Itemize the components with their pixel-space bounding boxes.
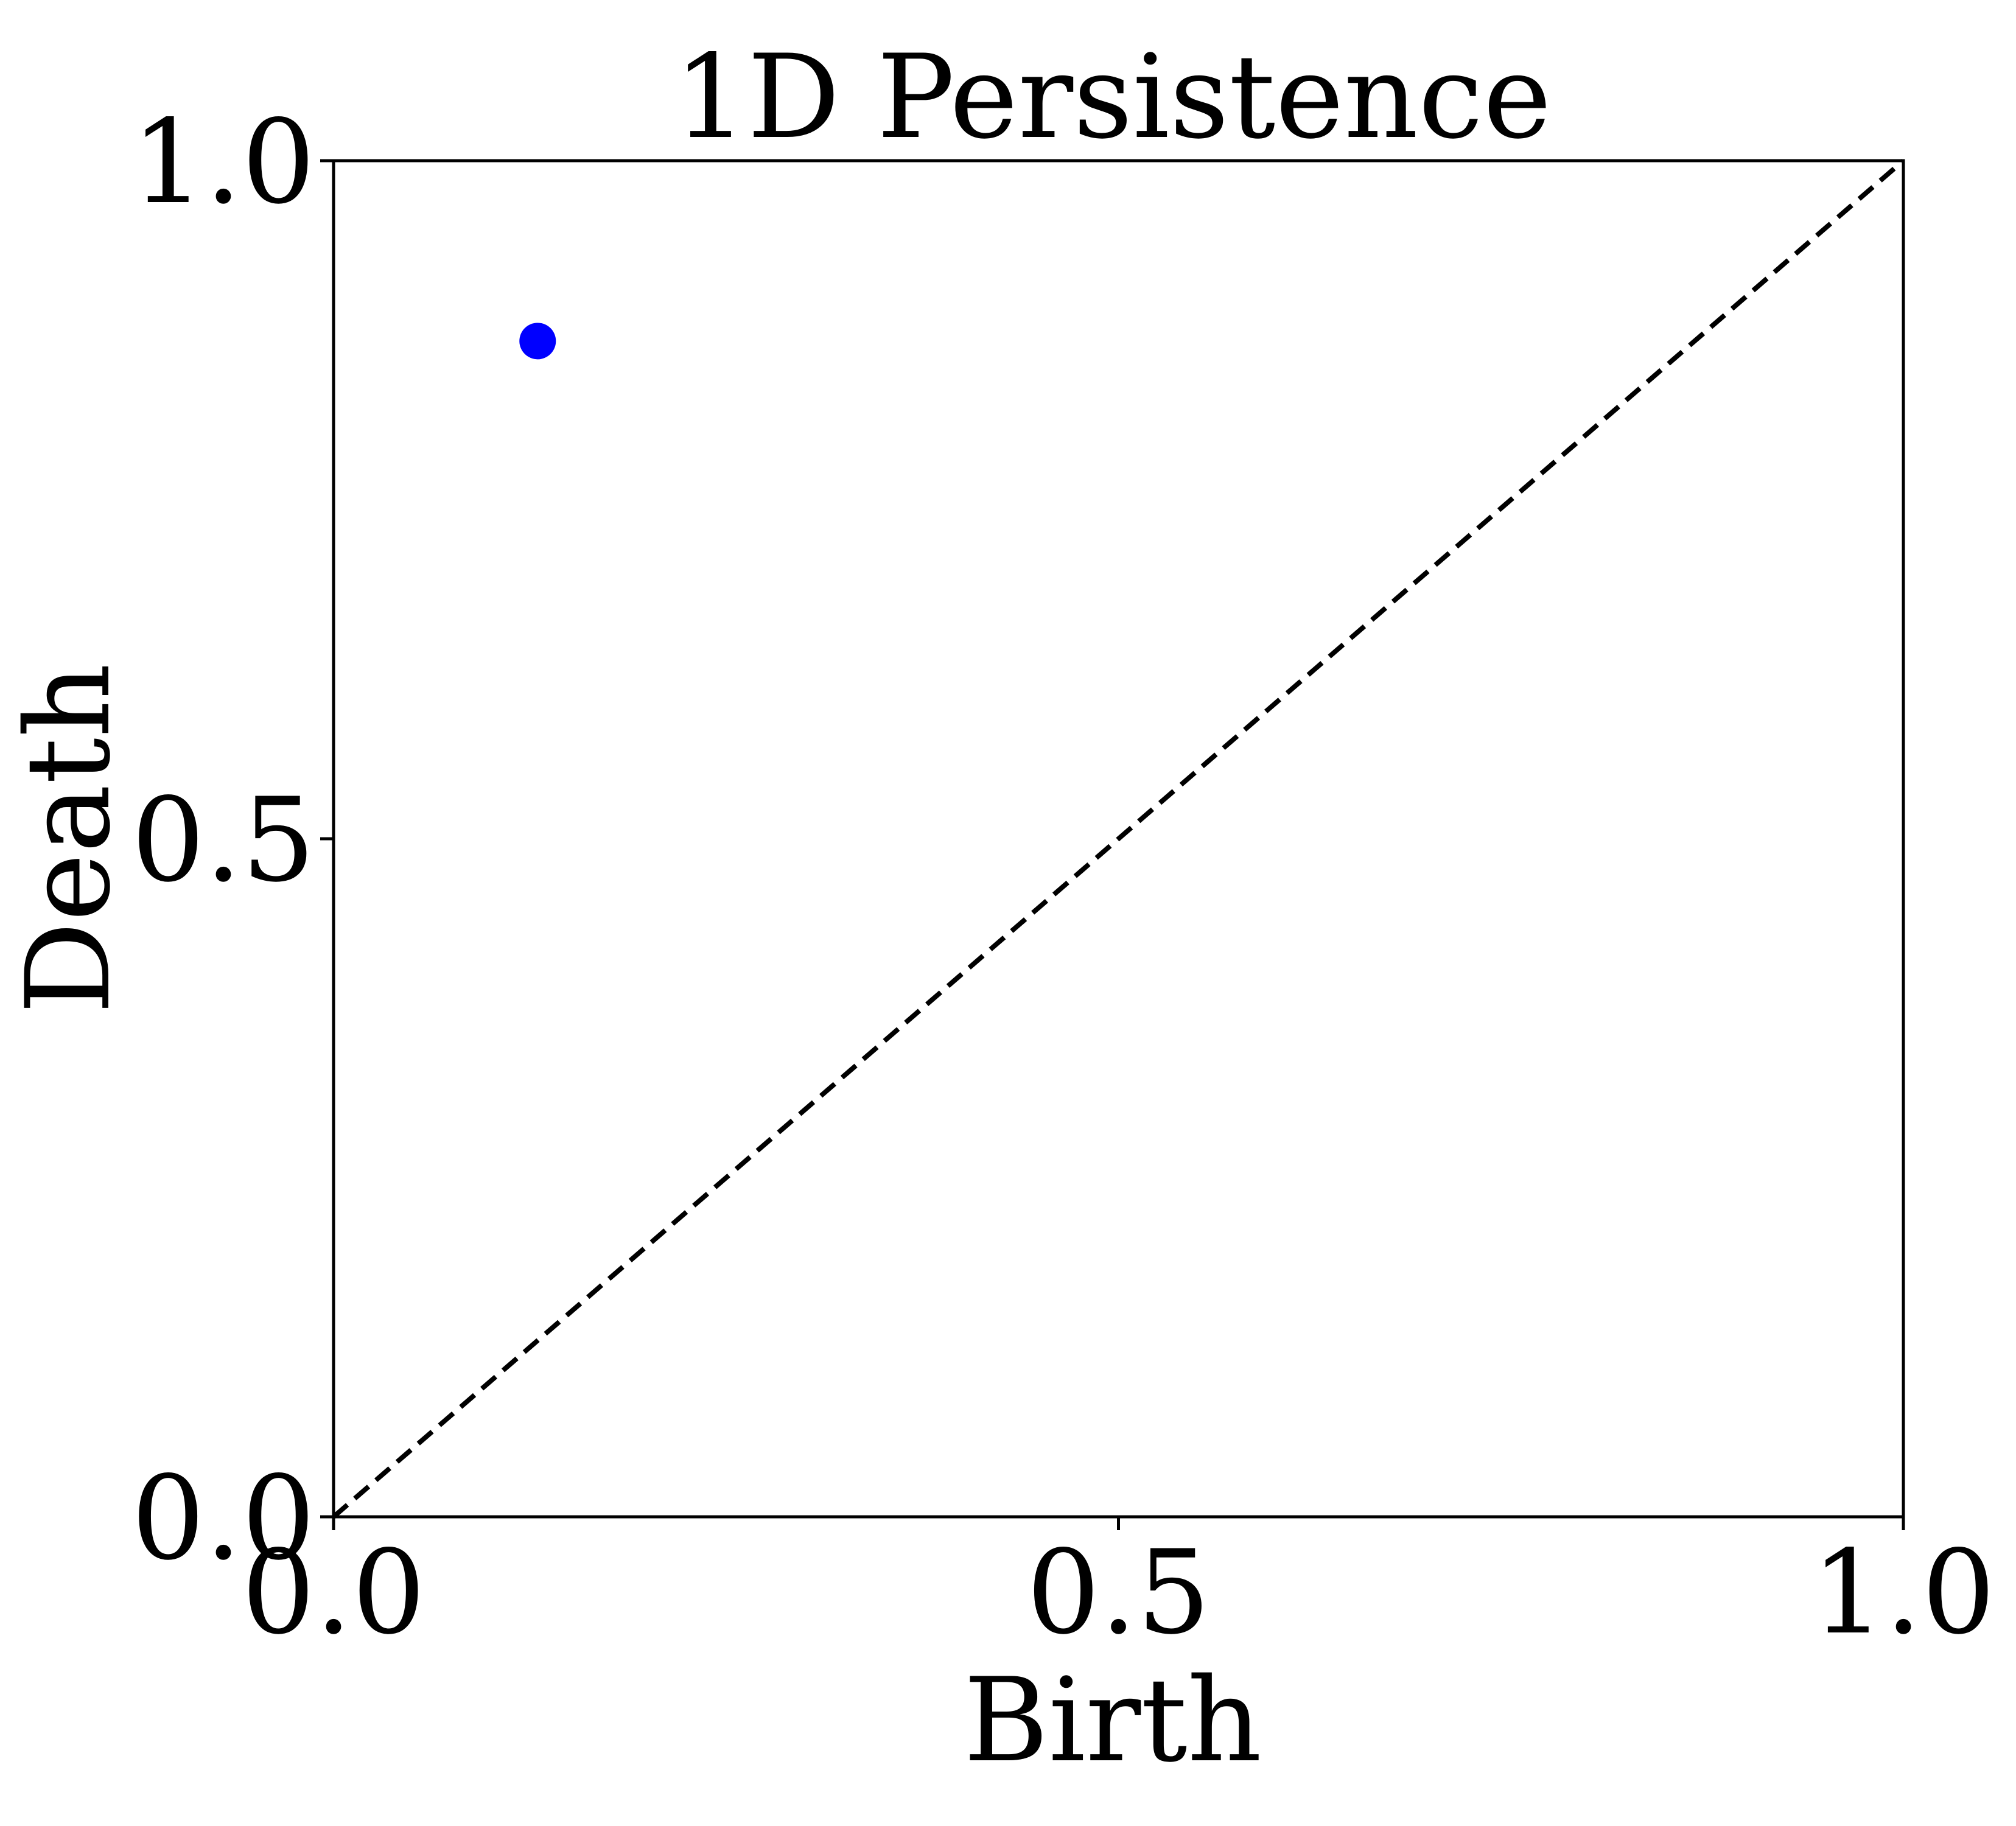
reference-line-diagonal (332, 158, 1905, 1519)
plot-area: 0.0 0.5 1.0 0.0 0.5 1.0 (131, 95, 1995, 1660)
x-tick-label: 0.0 (242, 1525, 425, 1660)
data-point (519, 323, 556, 360)
y-tick-label: 0.5 (131, 773, 315, 908)
x-tick-label: 1.0 (1811, 1525, 1995, 1660)
x-axis-label: Birth (964, 1653, 1262, 1788)
chart-title: 1D Persistence (674, 30, 1552, 164)
x-tick-label: 0.5 (1026, 1525, 1210, 1660)
y-tick-label: 1.0 (131, 95, 315, 229)
y-axis-label: Death (1, 663, 136, 1015)
y-tick-label: 0.0 (131, 1451, 315, 1586)
